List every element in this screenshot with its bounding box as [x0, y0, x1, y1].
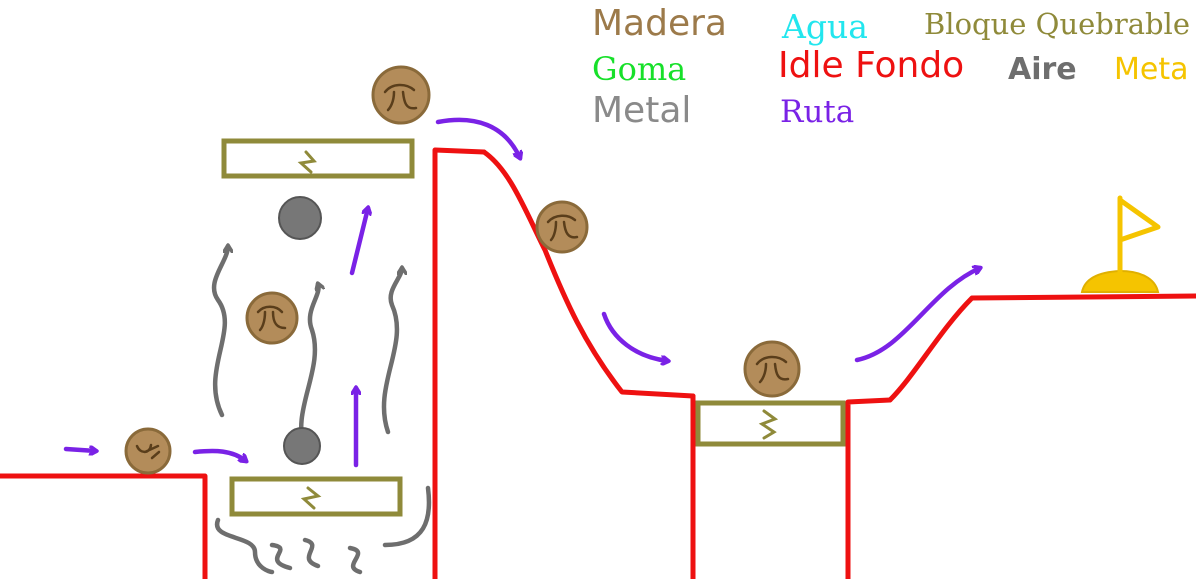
- ground-left: [0, 473, 208, 579]
- wood-balls: [124, 65, 801, 475]
- wood-ball-icon: [743, 340, 801, 398]
- slope-down: [481, 149, 696, 399]
- wood-ball-icon: [535, 200, 589, 254]
- path-arrow-icon: [192, 448, 246, 461]
- path-arrow-icon: [435, 117, 520, 158]
- path-arrow-icon: [854, 268, 980, 363]
- legend-bloque-quebrable: Bloque Quebrable: [924, 7, 1190, 41]
- legend-idle-fondo: Idle Fondo: [778, 45, 965, 86]
- legend-aire: Aire: [1008, 52, 1077, 87]
- wood-ball-icon: [371, 65, 431, 125]
- metal-ball-icon: [283, 427, 321, 465]
- slope-up: [887, 293, 1196, 403]
- wood-ball-icon: [245, 291, 299, 345]
- path-arrow-icon: [63, 449, 96, 451]
- path-arrow-icon: [601, 311, 668, 361]
- tower-wall: [432, 147, 487, 579]
- legend-ruta: Ruta: [780, 94, 855, 130]
- legend-agua: Agua: [782, 7, 868, 46]
- legend-goma: Goma: [592, 50, 687, 88]
- legend-meta: Meta: [1114, 52, 1189, 87]
- goal-flag-icon: [1080, 195, 1161, 293]
- pit-wall-right: [845, 397, 893, 579]
- terrain: [0, 147, 1196, 579]
- path-arrows: [63, 117, 980, 468]
- path-arrow-icon: [349, 208, 368, 276]
- legend-metal: Metal: [592, 90, 692, 131]
- metal-ball-icon: [278, 196, 322, 240]
- breakable-block-pit: [695, 400, 846, 447]
- metal-balls: [278, 196, 322, 465]
- air-current-icon: [211, 246, 432, 575]
- wood-ball-icon: [124, 427, 172, 475]
- breakable-block-top: [221, 138, 415, 179]
- breakable-block-bottom: [229, 476, 403, 517]
- legend-madera: Madera: [592, 3, 727, 44]
